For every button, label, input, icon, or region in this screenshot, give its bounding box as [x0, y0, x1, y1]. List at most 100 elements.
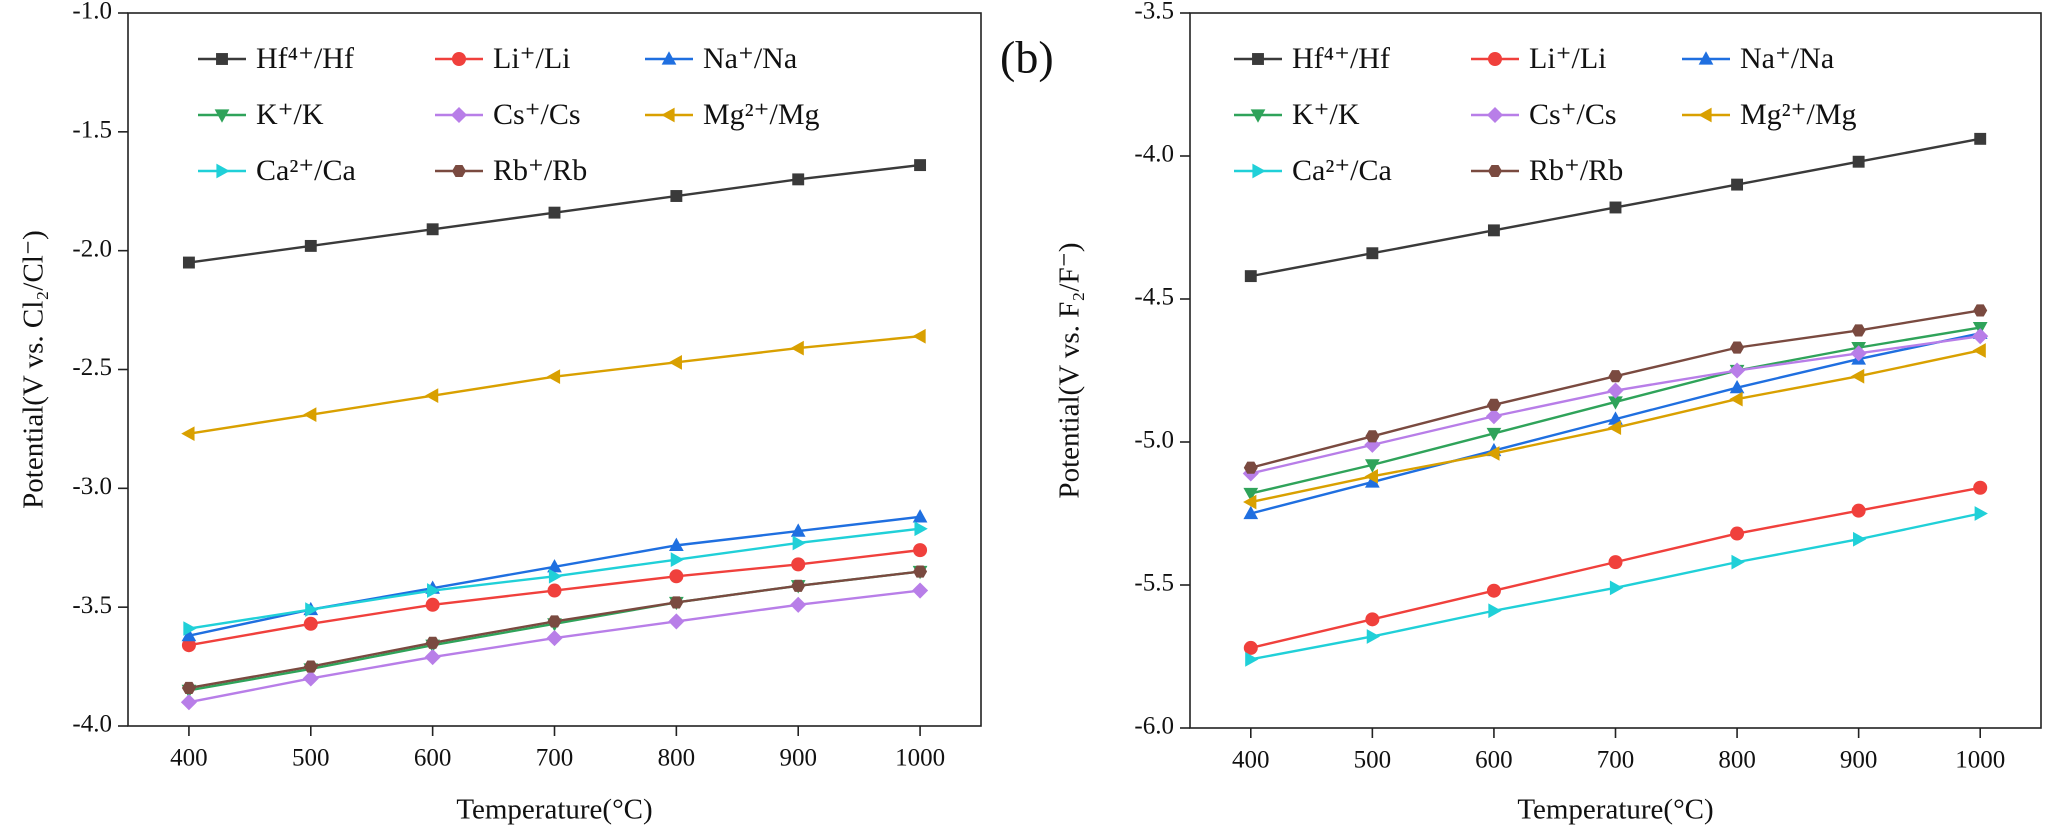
data-point: [181, 426, 195, 442]
data-point: [790, 596, 807, 613]
data-point: [546, 630, 563, 647]
data-point: [424, 649, 441, 666]
legend-marker: [214, 109, 230, 123]
panel-label: (b): [1000, 32, 1054, 83]
x-tick-label: 400: [170, 745, 208, 772]
x-tick-label: 900: [779, 745, 817, 772]
legend-marker: [216, 163, 230, 179]
y-tick-label: -6.0: [1134, 713, 1174, 740]
data-point: [1973, 480, 1988, 495]
data-point: [669, 569, 684, 584]
data-point: [670, 190, 683, 202]
x-tick-label: 900: [1840, 747, 1878, 774]
data-point: [547, 559, 562, 573]
y-tick-label: -2.0: [72, 235, 112, 262]
data-point: [1608, 396, 1623, 410]
legend-label: Li⁺/Li: [1529, 42, 1607, 75]
legend-label: Rb⁺/Rb: [1529, 154, 1623, 187]
legend-label: Ca²⁺/Ca: [256, 154, 356, 187]
y-tick-label: -1.5: [72, 117, 112, 144]
data-point: [790, 523, 806, 537]
data-point: [1364, 468, 1378, 484]
legend-marker: [661, 51, 677, 65]
data-point: [912, 328, 926, 344]
data-point: [181, 638, 196, 653]
data-point: [1851, 324, 1866, 337]
data-point: [426, 223, 439, 236]
data-point: [546, 369, 561, 384]
legend-label: Na⁺/Na: [703, 42, 797, 75]
data-point: [912, 509, 928, 523]
x-tick-label: 500: [292, 745, 330, 772]
data-point: [1609, 580, 1624, 596]
data-point: [425, 597, 440, 612]
data-point: [424, 388, 439, 403]
legend-marker: [1252, 53, 1264, 65]
data-point: [548, 568, 563, 584]
x-axis-label: Temperature(°C): [456, 794, 652, 826]
panel: -6.0 -5.5 -5.0 -4.5 -4.0 -3.5 400 500 600 700 800 9…: [1000, 0, 2042, 826]
data-point: [1365, 612, 1380, 627]
data-point: [1608, 370, 1623, 383]
data-point: [791, 557, 806, 572]
x-tick-label: 600: [414, 745, 452, 772]
data-point: [1852, 155, 1865, 168]
data-point: [1972, 328, 1989, 345]
legend-label: Cs⁺/Cs: [1529, 98, 1617, 131]
data-point: [1486, 583, 1501, 598]
y-axis-label: Potential(V vs. F₂/F⁻): [1054, 242, 1086, 498]
data-point: [1850, 368, 1865, 384]
data-point: [1365, 430, 1380, 443]
y-tick-label: -3.0: [72, 473, 112, 500]
data-point: [303, 407, 317, 423]
legend-marker: [216, 53, 228, 65]
data-point: [1487, 224, 1500, 237]
data-point: [1851, 503, 1866, 518]
legend-label: Rb⁺/Rb: [493, 154, 587, 187]
data-point: [1366, 629, 1381, 644]
data-point: [913, 543, 928, 558]
legend-marker: [1488, 52, 1502, 66]
legend-marker: [661, 107, 675, 123]
data-point: [305, 602, 319, 617]
data-point: [792, 535, 806, 551]
y-tick-label: -1.0: [72, 0, 112, 25]
data-point: [425, 636, 440, 649]
x-tick-label: 1000: [1955, 747, 2005, 774]
y-tick-label: -4.0: [1134, 141, 1174, 168]
legend-marker: [1252, 163, 1266, 179]
data-point: [1731, 554, 1745, 570]
data-point: [547, 615, 562, 628]
legend-marker: [452, 164, 466, 178]
data-point: [1365, 459, 1380, 473]
data-point: [1729, 379, 1745, 394]
data-point: [912, 582, 929, 599]
data-point: [181, 681, 196, 695]
y-tick-label: -3.5: [72, 592, 112, 619]
data-point: [914, 159, 927, 172]
legend-label: Mg²⁺/Mg: [703, 98, 820, 131]
data-point: [303, 660, 318, 673]
x-tick-label: 400: [1232, 747, 1270, 774]
data-point: [1974, 132, 1987, 145]
data-point: [1486, 398, 1501, 411]
data-point: [1731, 178, 1744, 191]
y-tick-label: -3.5: [1134, 0, 1174, 25]
series-line: [188, 589, 921, 704]
data-point: [1243, 640, 1258, 655]
data-point: [1243, 461, 1258, 474]
data-point: [790, 340, 804, 356]
legend-label: Li⁺/Li: [493, 42, 571, 75]
data-point: [548, 206, 561, 219]
x-tick-label: 800: [658, 745, 696, 772]
legend-marker: [1698, 51, 1714, 65]
data-point: [1243, 505, 1259, 520]
y-axis-label: Potential(V vs. Cl₂/Cl⁻): [18, 230, 50, 509]
legend-label: Hf⁴⁺/Hf: [1292, 42, 1390, 75]
legend-label: Cs⁺/Cs: [493, 98, 581, 131]
data-point: [1486, 427, 1502, 442]
legend-marker: [1486, 106, 1504, 124]
data-point: [1973, 304, 1988, 317]
data-point: [1607, 382, 1624, 399]
data-point: [1729, 391, 1743, 407]
